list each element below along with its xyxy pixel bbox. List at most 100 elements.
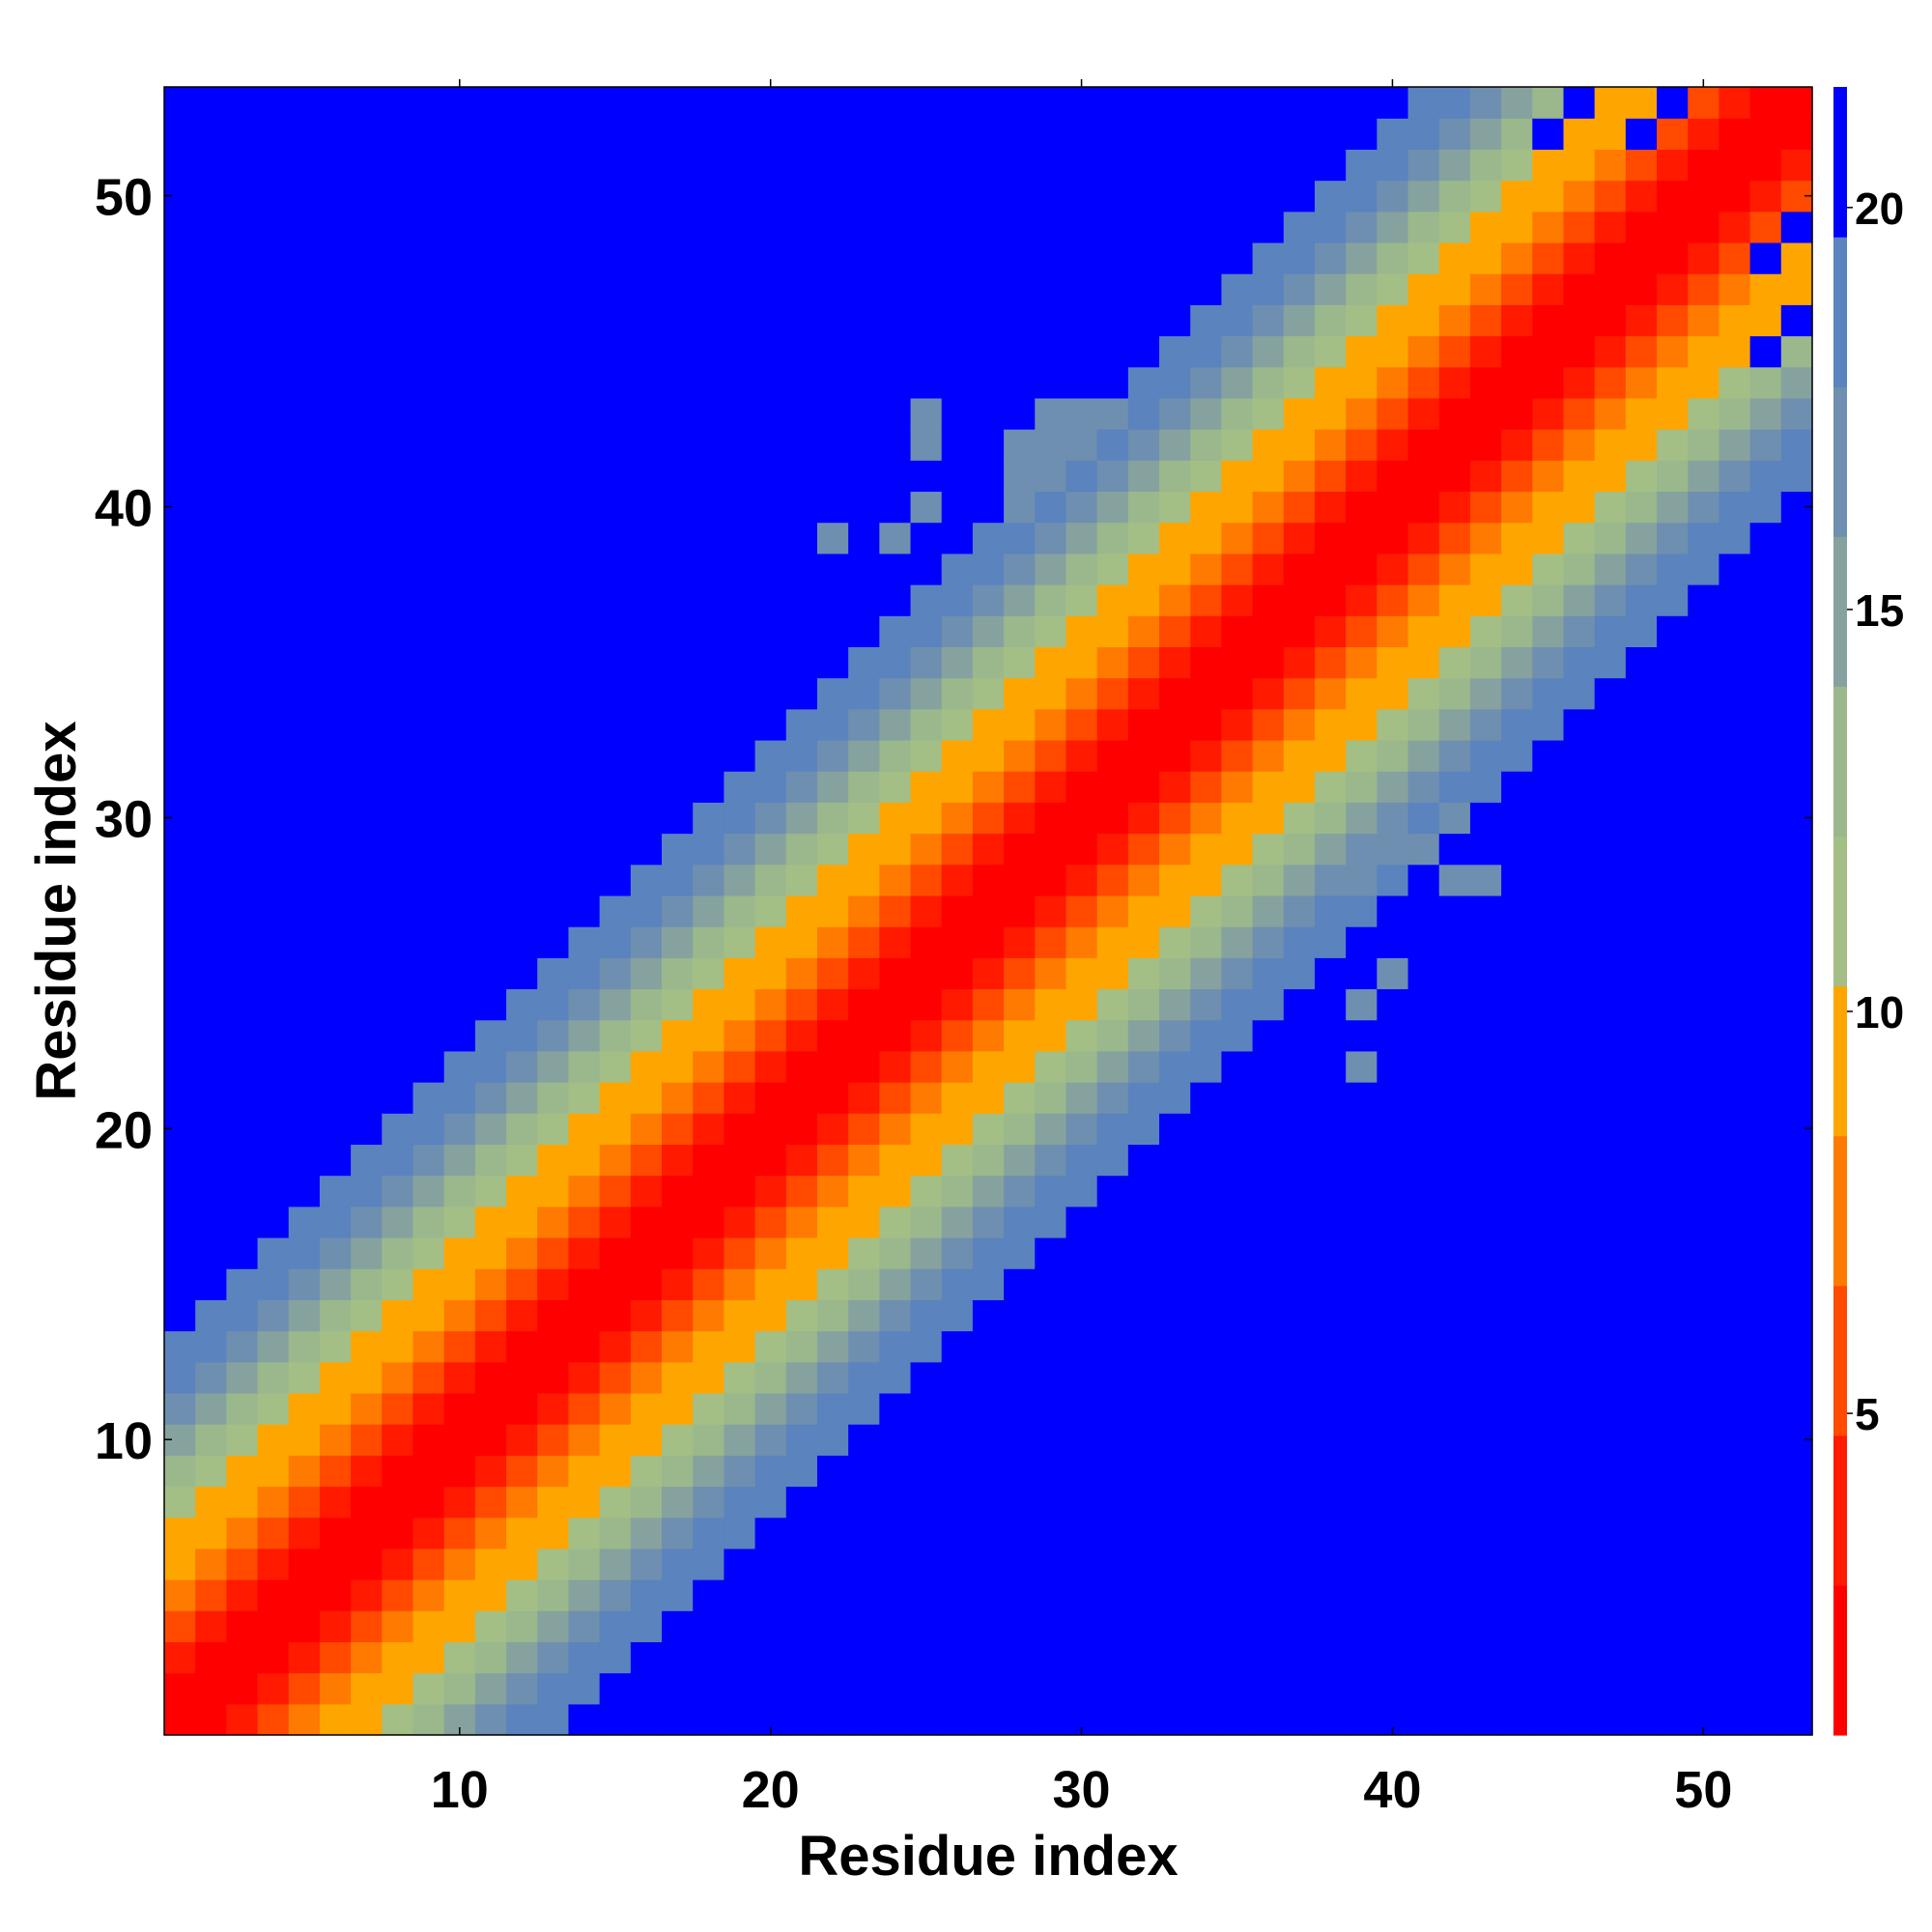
heatmap-cell (754, 1144, 787, 1177)
heatmap-cell (785, 397, 818, 430)
heatmap-cell (1065, 615, 1098, 647)
heatmap-cell (568, 1268, 601, 1300)
heatmap-cell (568, 1610, 601, 1643)
heatmap-cell (972, 1517, 1005, 1549)
heatmap-cell (1346, 553, 1378, 585)
x-tick-label: 40 (1363, 1761, 1421, 1819)
heatmap-cell (599, 708, 632, 741)
heatmap-cell (351, 118, 383, 150)
heatmap-cell (164, 771, 196, 803)
heatmap-cell (1688, 1486, 1720, 1519)
heatmap-cell (1377, 1361, 1409, 1394)
heatmap-cell (599, 1517, 632, 1549)
heatmap-cell (754, 397, 787, 430)
heatmap-cell (1438, 895, 1471, 927)
heatmap-cell (568, 335, 601, 368)
heatmap-cell (1407, 802, 1440, 835)
heatmap-cell (848, 1019, 880, 1052)
heatmap-cell (1314, 1144, 1347, 1177)
heatmap-cell (785, 1019, 818, 1052)
heatmap-cell (1252, 1392, 1285, 1425)
heatmap-cell (848, 646, 880, 679)
heatmap-cell (1594, 1455, 1627, 1488)
heatmap-cell (1065, 304, 1098, 337)
x-axis-title: Residue index (798, 1825, 1178, 1888)
heatmap-cell (1407, 833, 1440, 866)
heatmap-cell (1780, 739, 1813, 772)
heatmap-cell (816, 771, 849, 803)
heatmap-cell (1469, 87, 1502, 119)
heatmap-cell (1563, 335, 1596, 368)
heatmap-cell (1532, 1082, 1565, 1114)
heatmap-cell (1096, 677, 1129, 710)
heatmap-cell (226, 242, 259, 274)
heatmap-cell (1594, 1299, 1627, 1332)
heatmap-cell (754, 1206, 787, 1238)
heatmap-cell (474, 1703, 507, 1736)
heatmap-cell (1221, 1672, 1254, 1705)
heatmap-cell (1035, 180, 1067, 213)
heatmap-cell (1035, 1236, 1067, 1269)
heatmap-cell (630, 1144, 663, 1177)
heatmap-cell (568, 957, 601, 990)
heatmap-cell (1563, 1672, 1596, 1705)
heatmap-cell (443, 1361, 476, 1394)
heatmap-cell (226, 1236, 259, 1269)
heatmap-cell (1780, 366, 1813, 399)
heatmap-cell (941, 1361, 974, 1394)
heatmap-cell (1377, 1144, 1409, 1177)
heatmap-cell (693, 1703, 724, 1736)
heatmap-cell (1004, 242, 1036, 274)
heatmap-cell (1314, 149, 1347, 182)
heatmap-cell (1469, 273, 1502, 305)
heatmap-cell (1096, 1610, 1129, 1643)
heatmap-cell (1314, 771, 1347, 803)
heatmap-cell (1780, 1268, 1813, 1300)
heatmap-cell (910, 460, 943, 493)
heatmap-cell (1096, 118, 1129, 150)
heatmap-cell (599, 864, 632, 896)
heatmap-cell (693, 615, 724, 647)
heatmap-cell (693, 708, 724, 741)
heatmap-cell (382, 1610, 414, 1643)
heatmap-cell (1438, 584, 1471, 616)
heatmap-cell (412, 366, 445, 399)
heatmap-cell (1563, 584, 1596, 616)
heatmap-cell (1438, 1113, 1471, 1146)
heatmap-cell (848, 118, 880, 150)
heatmap-cell (1501, 1206, 1533, 1238)
heatmap-cell (972, 1548, 1005, 1580)
heatmap-cell (1096, 553, 1129, 585)
heatmap-cell (288, 180, 321, 213)
heatmap-cell (1688, 242, 1720, 274)
heatmap-cell (1221, 584, 1254, 616)
heatmap-cell (599, 1175, 632, 1208)
heatmap-cell (288, 1113, 321, 1146)
heatmap-cell (1749, 273, 1782, 305)
heatmap-cell (382, 242, 414, 274)
heatmap-cell (568, 87, 601, 119)
heatmap-cell (568, 211, 601, 243)
heatmap-cell (848, 833, 880, 866)
heatmap-cell (1438, 1486, 1471, 1519)
heatmap-cell (474, 1236, 507, 1269)
heatmap-cell (1377, 149, 1409, 182)
heatmap-cell (1314, 273, 1347, 305)
heatmap-cell (257, 553, 290, 585)
heatmap-cell (972, 1175, 1005, 1208)
heatmap-cell (1221, 553, 1254, 585)
heatmap-cell (910, 1175, 943, 1208)
heatmap-cell (1532, 1268, 1565, 1300)
heatmap-cell (754, 708, 787, 741)
heatmap-cell (443, 864, 476, 896)
heatmap-cell (351, 273, 383, 305)
heatmap-cell (972, 1050, 1005, 1083)
heatmap-cell (1096, 584, 1129, 616)
heatmap-cell (319, 304, 352, 337)
heatmap-cell (630, 1486, 663, 1519)
heatmap-cell (941, 522, 974, 554)
heatmap-cell (1065, 118, 1098, 150)
heatmap-cell (1035, 87, 1067, 119)
heatmap-cell (537, 1050, 570, 1083)
heatmap-cell (754, 366, 787, 399)
